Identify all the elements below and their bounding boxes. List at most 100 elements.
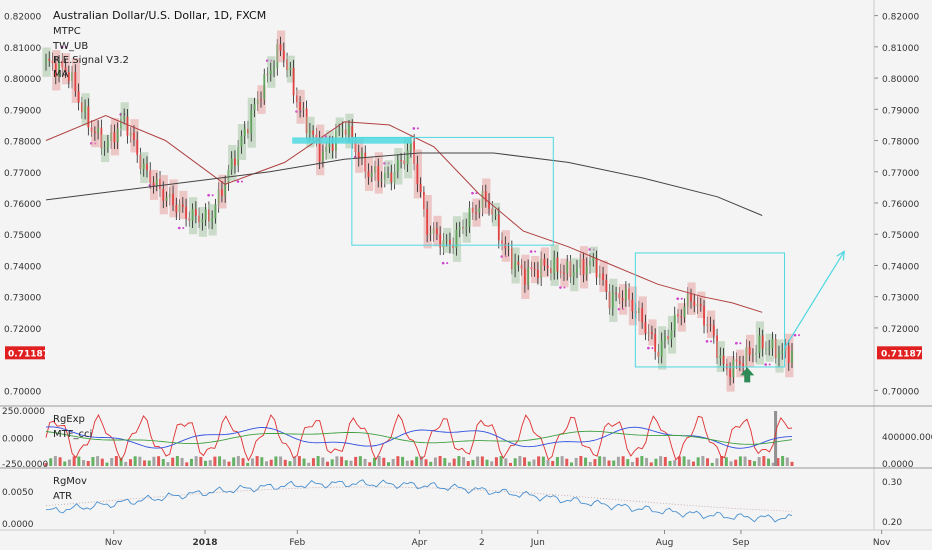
candle-body <box>566 261 569 274</box>
histogram-bar <box>771 462 775 466</box>
signal-dot <box>211 194 214 197</box>
study-label-rgmov[interactable]: RgMov <box>53 476 87 487</box>
study-label-ma[interactable]: MA <box>53 69 69 80</box>
price-tick-label-right: 0.73000 <box>882 294 919 304</box>
candle-body <box>644 322 647 334</box>
histogram-bar <box>152 456 156 466</box>
candle-body <box>419 184 422 192</box>
candle-body <box>429 233 432 235</box>
candle-body <box>478 208 481 213</box>
price-pane[interactable]: 0.82000 0.81000 0.80000 0.79000 0.78000 0.770… <box>4 13 922 398</box>
candle-body <box>748 347 751 355</box>
study-label-re-signal[interactable]: R.E.Signal V3.2 <box>53 55 129 66</box>
histogram-bar <box>311 458 315 466</box>
time-tick-label: Feb <box>289 538 305 548</box>
price-axis-right[interactable]: 0.82000 0.81000 0.80000 0.79000 0.78000 0.770… <box>874 13 922 398</box>
study-label-tw-ub[interactable]: TW_UB <box>52 41 88 52</box>
histogram-bar <box>429 461 433 466</box>
candle-body <box>289 67 292 71</box>
histogram-bar <box>96 456 100 466</box>
study-label-atr[interactable]: ATR <box>53 491 72 502</box>
histogram-bar <box>236 456 240 466</box>
signal-dot <box>793 333 797 337</box>
histogram-bar <box>368 462 372 466</box>
candle-body <box>185 206 187 219</box>
histogram-bar <box>767 458 771 466</box>
study-label-mtf-cci[interactable]: MTF_cci <box>53 429 92 440</box>
histogram-bar <box>255 456 259 466</box>
oscillator-tick-left: 250.0000 <box>2 407 45 417</box>
candle-body <box>250 110 253 134</box>
histogram-bar <box>466 461 470 466</box>
candle-body <box>546 265 549 269</box>
volatility-pane[interactable]: 0.0050 0.0000 0.30 0.20 RgMov ATR <box>2 476 902 530</box>
histogram-bar <box>513 458 517 466</box>
time-axis[interactable]: Nov 2018 Feb Apr 2 Jun Aug Sep Nov <box>105 530 891 548</box>
candle-body <box>165 197 168 201</box>
candle-body <box>194 208 197 216</box>
histogram-bar <box>119 457 123 466</box>
histogram-bar <box>649 462 653 466</box>
histogram-bar <box>433 457 437 466</box>
candle-body <box>123 116 126 120</box>
candle-body <box>191 208 194 221</box>
histogram-bar <box>269 459 273 466</box>
signal-box <box>384 160 393 185</box>
oscillator-pane[interactable]: 250.0000 0.0000 -250.0000 400000.0000 0.0000… <box>2 407 932 470</box>
candle-body <box>654 334 657 352</box>
signal-dot <box>236 180 240 183</box>
study-label-mtpc[interactable]: MTPC <box>53 26 81 37</box>
histogram-bar <box>724 457 728 466</box>
histogram-bar <box>776 458 780 466</box>
candle-body <box>318 138 321 162</box>
signal-dot <box>207 193 210 197</box>
histogram-bar <box>265 461 269 466</box>
histogram-bar <box>241 458 245 466</box>
candle-body <box>631 299 634 312</box>
price-tick-label-right: 0.72000 <box>882 325 919 335</box>
candle-body <box>611 292 614 309</box>
histogram-bar <box>691 461 695 466</box>
histogram-bar <box>706 458 710 466</box>
histogram-bar <box>673 460 677 466</box>
candle-body <box>64 67 67 72</box>
histogram-bar <box>218 456 222 466</box>
histogram-bar <box>232 457 236 466</box>
candle-body <box>377 166 380 181</box>
candle-body <box>107 140 109 148</box>
signal-box <box>765 333 774 362</box>
oscillator-tick-left: -250.0000 <box>2 460 48 470</box>
candle-body <box>670 330 673 340</box>
histogram-bar <box>340 456 344 466</box>
candle-body <box>475 212 477 214</box>
histogram-bar <box>171 457 175 466</box>
histogram-bar <box>382 457 386 466</box>
price-tick-label-right: 0.79000 <box>882 106 919 116</box>
histogram-bar <box>67 459 71 466</box>
candle-body <box>152 182 155 186</box>
symbol-title[interactable]: Australian Dollar/U.S. Dollar, 1D, FXCM <box>53 9 266 22</box>
histogram-bar <box>734 459 738 466</box>
histogram-bar <box>588 462 592 466</box>
histogram-bar <box>204 460 208 466</box>
study-label-rgexp[interactable]: RgExp <box>53 414 85 425</box>
signal-box <box>120 102 129 131</box>
last-price-badge-right <box>877 346 922 360</box>
histogram-bar <box>471 459 475 466</box>
price-tick-label-left: 0.79000 <box>4 106 41 116</box>
candle-body <box>357 152 360 159</box>
histogram-bar <box>58 457 62 466</box>
candle-body <box>331 144 334 151</box>
candle-body <box>712 325 715 336</box>
histogram-bar <box>274 456 278 466</box>
histogram-bar <box>569 462 573 466</box>
candle-body <box>497 214 500 241</box>
candle-body <box>348 125 350 135</box>
signal-box <box>472 198 481 227</box>
histogram-bar <box>49 458 53 466</box>
time-tick-label: Nov <box>105 538 123 548</box>
histogram-bar <box>668 460 672 466</box>
price-axis-left: 0.82000 0.81000 0.80000 0.79000 0.78000 0.770… <box>4 13 49 398</box>
candle-body <box>181 204 184 207</box>
